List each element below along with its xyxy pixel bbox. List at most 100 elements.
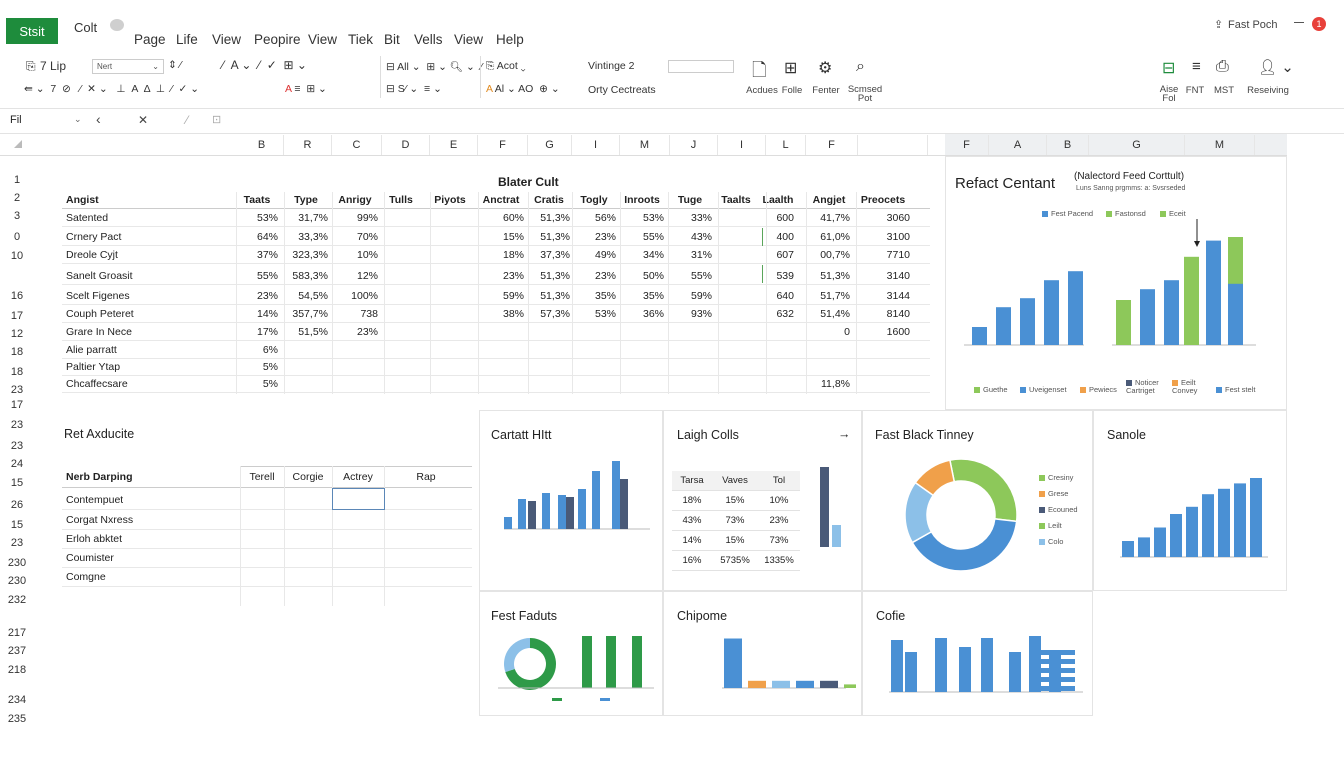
row-header[interactable]: 234 xyxy=(7,694,27,706)
column-header[interactable] xyxy=(858,135,928,155)
table1-cell[interactable]: 33% xyxy=(690,212,712,224)
clipboard-icon[interactable]: ⎘ xyxy=(26,59,36,73)
table1-cell[interactable]: 640 xyxy=(776,290,794,302)
table1-cell[interactable]: 7710 xyxy=(886,249,910,261)
table1-cell[interactable]: Scelt Figenes xyxy=(66,290,130,302)
column-header[interactable]: M xyxy=(620,135,670,155)
column-header[interactable]: G xyxy=(528,135,572,155)
table1-cell[interactable]: 37% xyxy=(256,249,278,261)
table1-cell[interactable]: 35% xyxy=(642,290,664,302)
menu-item[interactable]: View xyxy=(212,32,242,47)
gear-icon[interactable]: ⚙ xyxy=(818,60,833,77)
table1-cell[interactable]: 51,3% xyxy=(540,212,570,224)
table1-cell[interactable]: 55% xyxy=(256,270,278,282)
table1-cell[interactable]: 632 xyxy=(776,308,794,320)
table1-cell[interactable]: 18% xyxy=(502,249,524,261)
table1-cell[interactable]: 38% xyxy=(502,308,524,320)
menu-item[interactable]: Vells xyxy=(414,32,443,47)
row-header[interactable]: 18 xyxy=(10,366,24,378)
table1-cell[interactable]: 600 xyxy=(776,212,794,224)
column-header[interactable]: A xyxy=(989,135,1047,155)
row-header[interactable]: 217 xyxy=(7,627,27,639)
table1-cell[interactable]: Sanelt Groasit xyxy=(66,270,133,282)
table1-cell[interactable]: 51,3% xyxy=(540,290,570,302)
table1-cell[interactable]: 3100 xyxy=(886,231,910,243)
table1-cell[interactable]: 99% xyxy=(356,212,378,224)
column-header[interactable]: F xyxy=(806,135,858,155)
table1-cell[interactable]: 31% xyxy=(690,249,712,261)
menu-item[interactable]: Life xyxy=(176,32,198,47)
table1-cell[interactable]: 5% xyxy=(262,361,278,373)
row-header[interactable]: 17 xyxy=(10,310,24,322)
column-header[interactable]: D xyxy=(382,135,430,155)
row-header[interactable]: 232 xyxy=(7,594,27,606)
row-header[interactable]: 0 xyxy=(13,231,21,243)
table1-cell[interactable]: 56% xyxy=(594,212,616,224)
style-dropdown[interactable] xyxy=(668,60,734,73)
table1-cell[interactable]: 53% xyxy=(642,212,664,224)
row-header[interactable]: 24 xyxy=(10,458,24,470)
font-color-tools[interactable]: A ≡ ⊞ ⌄ xyxy=(285,83,327,95)
table1-cell[interactable]: 31,7% xyxy=(298,212,328,224)
table1-cell[interactable]: 55% xyxy=(690,270,712,282)
table1-cell[interactable]: 33,3% xyxy=(298,231,328,243)
table1-cell[interactable]: 51,3% xyxy=(820,270,850,282)
table1-cell[interactable]: 49% xyxy=(594,249,616,261)
table1-cell[interactable]: 583,3% xyxy=(292,270,328,282)
table1-cell[interactable]: 34% xyxy=(642,249,664,261)
table1-cell[interactable]: 53% xyxy=(256,212,278,224)
number-format[interactable]: ⎘ Acot ⌄ xyxy=(486,60,526,72)
table1-cell[interactable]: 54,5% xyxy=(298,290,328,302)
table2-row-label[interactable]: Comgne xyxy=(66,571,106,583)
table1-cell[interactable]: 3060 xyxy=(886,212,910,224)
font-size-stepper[interactable]: ⇕ ⁄ xyxy=(168,59,182,71)
menu-item[interactable]: Tiek xyxy=(348,32,374,47)
table1-cell[interactable]: 17% xyxy=(256,326,278,338)
table1-cell[interactable]: 36% xyxy=(642,308,664,320)
table1-cell[interactable]: 100% xyxy=(351,290,378,302)
table1-cell[interactable]: 3144 xyxy=(886,290,910,302)
excel-icon[interactable]: ⊟ xyxy=(1162,60,1176,77)
row-header[interactable]: 230 xyxy=(7,557,27,569)
table1-cell[interactable]: 10% xyxy=(356,249,378,261)
table1-cell[interactable]: Crnery Pact xyxy=(66,231,122,243)
table1-cell[interactable]: 23% xyxy=(356,326,378,338)
table1-cell[interactable]: 00,7% xyxy=(820,249,850,261)
row-header[interactable]: 23 xyxy=(10,537,24,549)
share-icon[interactable]: ⇪ xyxy=(1214,19,1224,31)
row-header[interactable]: 218 xyxy=(7,664,27,676)
table1-cell[interactable]: 607 xyxy=(776,249,794,261)
table1-cell[interactable]: 1600 xyxy=(886,326,910,338)
menu-item[interactable]: Peopire xyxy=(254,32,301,47)
column-header[interactable]: R xyxy=(284,135,332,155)
table1-cell[interactable]: Dreole Cyjt xyxy=(66,249,118,261)
table-icon[interactable]: ⊞ xyxy=(784,60,798,77)
merge-tools[interactable]: ⊟ S⁄ ⌄ ≡ ⌄ xyxy=(386,83,442,95)
menu-item[interactable]: Help xyxy=(496,32,524,47)
column-header[interactable]: I xyxy=(572,135,620,155)
row-header[interactable]: 230 xyxy=(7,575,27,587)
function-icon[interactable]: ⊡ xyxy=(212,114,222,126)
zoom-value[interactable]: 7 Lip xyxy=(40,59,67,73)
format-buttons[interactable]: ⁄ A ⌄ ⁄ ✓ ⊞ ⌄ xyxy=(222,58,307,72)
table1-cell[interactable]: 51,7% xyxy=(820,290,850,302)
cell-styles[interactable]: Orty Cectreats xyxy=(588,84,656,96)
table1-cell[interactable]: 55% xyxy=(642,231,664,243)
table1-cell[interactable]: 51,5% xyxy=(298,326,328,338)
column-header[interactable]: M xyxy=(1185,135,1255,155)
table1-cell[interactable]: 43% xyxy=(690,231,712,243)
column-header[interactable]: J xyxy=(670,135,718,155)
table1-cell[interactable]: 15% xyxy=(502,231,524,243)
table1-cell[interactable]: 3140 xyxy=(886,270,910,282)
table1-cell[interactable]: 5% xyxy=(262,378,278,390)
row-header[interactable]: 23 xyxy=(10,419,24,431)
row-header[interactable]: 2 xyxy=(13,192,21,204)
table1-cell[interactable]: 51,3% xyxy=(540,231,570,243)
column-header[interactable]: F xyxy=(478,135,528,155)
row-header[interactable]: 16 xyxy=(10,290,24,302)
menu-item[interactable]: View xyxy=(454,32,484,47)
table1-cell[interactable]: 12% xyxy=(356,270,378,282)
table1-cell[interactable]: 37,3% xyxy=(540,249,570,261)
table2-row-label[interactable]: Corgat Nxress xyxy=(66,514,134,526)
app-button[interactable]: Stsit xyxy=(6,18,58,44)
